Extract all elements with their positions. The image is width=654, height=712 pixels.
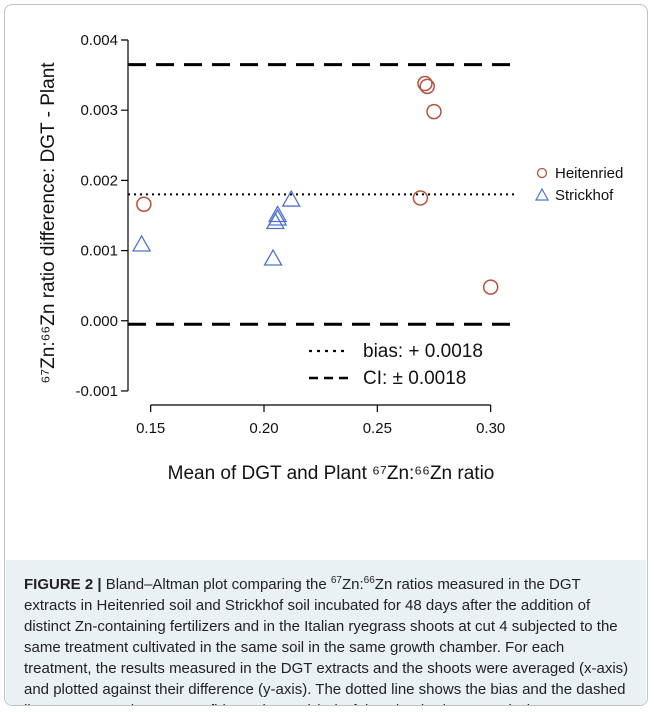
bland-altman-chart: -0.001 0.000 0.001 0.002 0.003 0.004 0.15 0.20 0… [38,32,623,484]
heitenried-point [419,78,435,95]
heitenried-point [426,103,442,120]
x-tick-label: 0.25 [363,420,392,437]
legend-heitenried-label: Heitenried [555,165,623,182]
x-tick-label: 0.15 [136,420,165,437]
y-tick-label: 0.001 [80,243,118,260]
strickhof-point [281,189,301,207]
y-tick-label: -0.001 [75,383,118,400]
caption-text-1: Bland–Altman plot comparing the [101,576,331,593]
heitenried-point [412,190,429,206]
strickhof-point [267,205,288,223]
legend-bias-label: bias: + 0.0018 [363,341,483,362]
caption-label: FIGURE 2 | [24,576,102,593]
y-tick-label: 0.002 [80,172,118,189]
heitenried-point [417,75,433,92]
caption-text-3: Zn ratios measured in the DGT extracts i… [24,576,629,705]
strickhof-point [263,248,283,266]
legend-heitenried-marker [536,167,548,179]
x-tick-label: 0.30 [476,420,505,437]
legend-strickhof-marker [534,187,550,201]
caption-sup-66: 66 [363,575,375,586]
heitenried-point [482,279,499,295]
strickhof-point [267,208,288,226]
legend-ci-label: CI: ± 0.0018 [363,368,466,389]
y-axis-title: ⁶⁷Zn:⁶⁶Zn ratio difference: DGT - Plant [38,62,59,384]
caption-text-2: Zn: [341,576,364,593]
y-tick-label: 0.000 [80,313,118,330]
x-tick-label: 0.20 [249,420,278,437]
figure-caption: FIGURE 2 | Bland–Altman plot comparing t… [6,560,646,705]
y-tick-label: 0.003 [80,102,118,119]
figure-card: -0.001 0.000 0.001 0.002 0.003 0.004 0.15 0.20 0… [4,4,648,706]
heitenried-point [136,196,152,213]
y-tick-label: 0.004 [80,32,118,49]
strickhof-point [131,234,152,252]
legend-strickhof-label: Strickhof [555,187,614,204]
x-axis-title: Mean of DGT and Plant ⁶⁷Zn:⁶⁶Zn ratio [168,463,495,484]
caption-sup-67: 67 [330,575,342,586]
